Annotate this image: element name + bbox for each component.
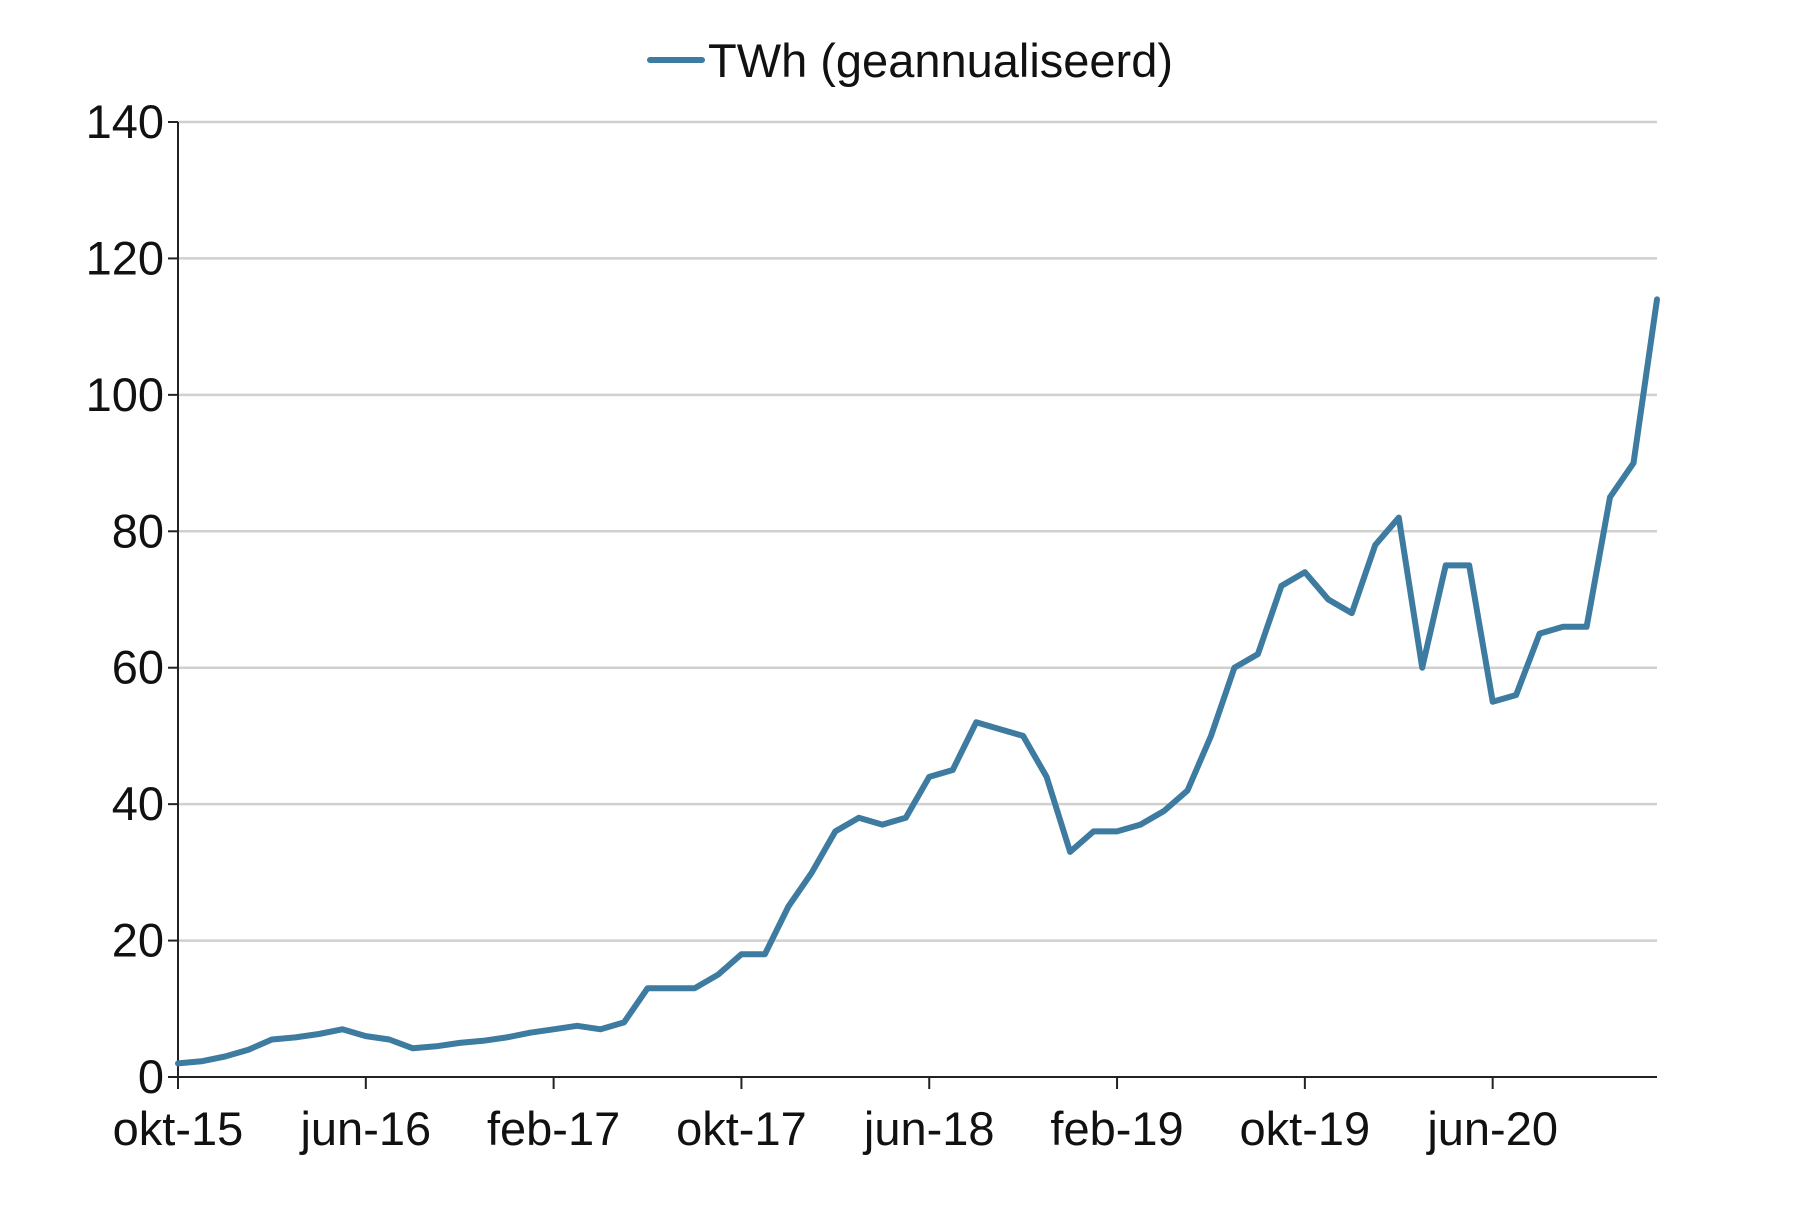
y-tick-label: 40	[112, 777, 164, 830]
y-tick-label: 20	[112, 914, 164, 967]
x-tick-label: jun-20	[1425, 1102, 1558, 1155]
y-tick-label: 60	[112, 641, 164, 694]
x-tick-label: feb-19	[1050, 1102, 1183, 1155]
y-tick-label: 140	[86, 95, 164, 148]
legend-label: TWh (geannualiseerd)	[708, 34, 1173, 87]
y-tick-label: 0	[138, 1050, 164, 1103]
x-tick-label: jun-18	[862, 1102, 995, 1155]
x-tick-label: feb-17	[487, 1102, 620, 1155]
y-tick-label: 100	[86, 368, 164, 421]
x-tick-label: okt-19	[1240, 1102, 1371, 1155]
y-tick-label: 120	[86, 231, 164, 284]
x-tick-label: okt-15	[113, 1102, 244, 1155]
x-tick-label: jun-16	[298, 1102, 431, 1155]
y-tick-label: 80	[112, 504, 164, 557]
data-line	[175, 296, 1660, 1067]
x-tick-label: okt-17	[676, 1102, 807, 1155]
